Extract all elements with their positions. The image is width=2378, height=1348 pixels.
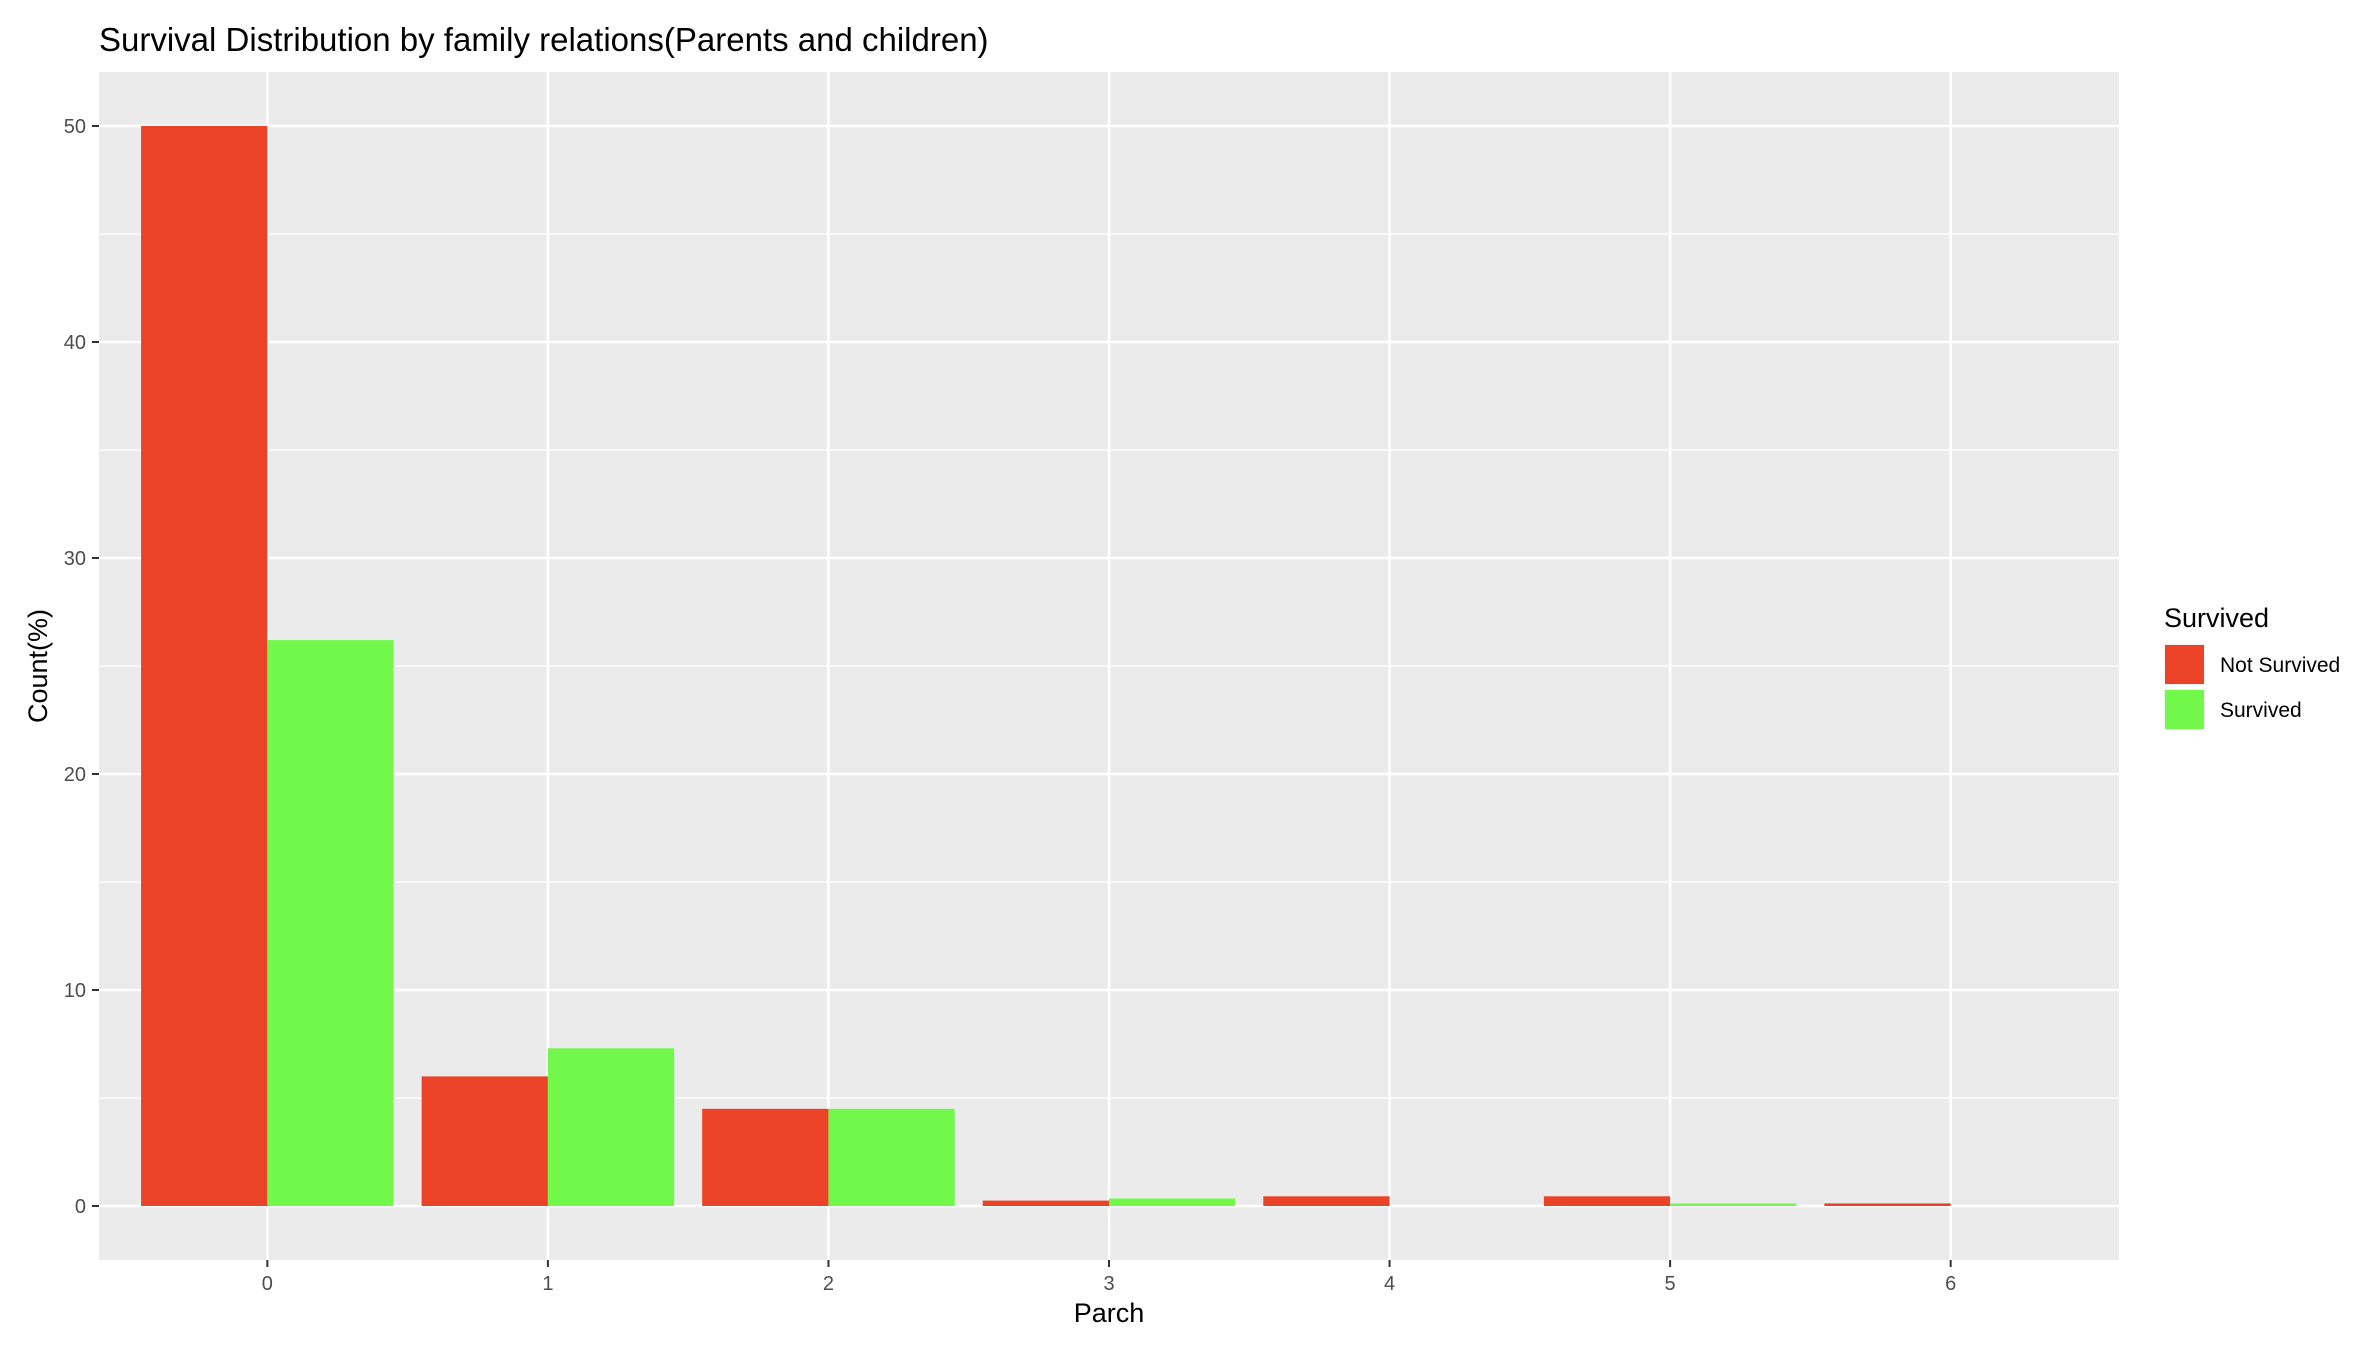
bar-not-survived <box>141 126 268 1206</box>
x-tick-label: 4 <box>1384 1273 1395 1295</box>
bar-survived <box>1109 1198 1236 1206</box>
major-gridlines <box>99 72 2119 1260</box>
bar-survived <box>267 640 394 1206</box>
x-tick-label: 1 <box>542 1273 553 1295</box>
legend: Survived Not Survived Survived <box>2164 603 2340 730</box>
legend-swatch <box>2165 690 2204 729</box>
bar-not-survived <box>702 1108 829 1206</box>
y-tick-label: 20 <box>64 764 86 786</box>
bar-not-survived <box>1824 1203 1951 1206</box>
bar-survived <box>828 1108 955 1206</box>
y-tick-label: 40 <box>64 332 86 354</box>
x-axis-ticks: 0 1 2 3 4 5 6 <box>262 1260 1956 1295</box>
x-tick-label: 6 <box>1945 1273 1956 1295</box>
legend-title: Survived <box>2164 603 2269 633</box>
y-tick-label: 10 <box>64 980 86 1002</box>
x-tick-label: 5 <box>1665 1273 1676 1295</box>
x-tick-label: 2 <box>823 1273 834 1295</box>
x-tick-label: 0 <box>262 1273 273 1295</box>
legend-label: Survived <box>2220 699 2302 722</box>
x-tick-label: 3 <box>1103 1273 1114 1295</box>
y-tick-label: 30 <box>64 548 86 570</box>
chart-title: Survival Distribution by family relation… <box>99 21 989 58</box>
legend-label: Not Survived <box>2220 654 2340 677</box>
y-tick-label: 50 <box>64 116 86 138</box>
legend-swatch <box>2165 645 2204 684</box>
bar-survived <box>1670 1203 1797 1206</box>
x-axis-title: Parch <box>1074 1298 1145 1328</box>
bar-not-survived <box>1263 1196 1390 1206</box>
legend-items: Not Survived Survived <box>2164 644 2340 730</box>
bar-survived <box>547 1048 675 1206</box>
y-axis-title: Count(%) <box>23 609 53 723</box>
y-tick-label: 0 <box>75 1196 86 1218</box>
bar-not-survived <box>421 1076 548 1206</box>
bar-not-survived <box>982 1200 1109 1206</box>
bars <box>141 126 1951 1206</box>
y-axis-ticks: 0 10 20 30 40 50 <box>64 116 99 1218</box>
bar-not-survived <box>1543 1196 1671 1206</box>
